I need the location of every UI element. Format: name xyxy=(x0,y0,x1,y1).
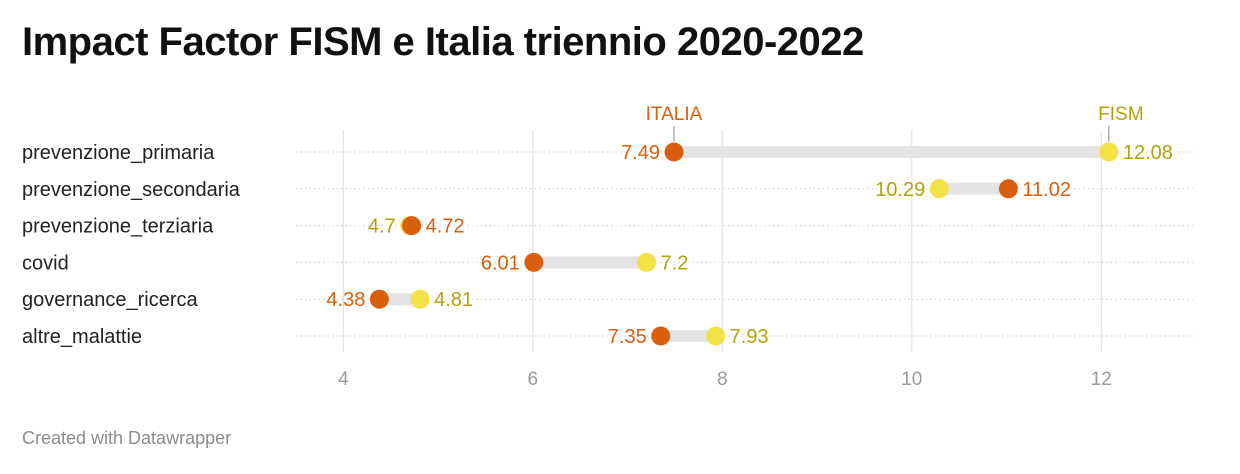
series-label-fism: FISM xyxy=(1098,104,1143,125)
row-label: prevenzione_terziaria xyxy=(22,216,214,238)
series-header-labels: ITALIA FISM xyxy=(646,104,1144,142)
value-label-italia: 6.01 xyxy=(481,252,520,274)
chart-row: covid 6.01 7.2 xyxy=(22,252,688,274)
row-label: prevenzione_secondaria xyxy=(22,179,241,201)
footer-credit: Created with Datawrapper xyxy=(22,428,232,448)
value-label-fism: 4.7 xyxy=(368,216,396,238)
x-tick-label: 8 xyxy=(717,369,728,390)
x-axis-ticks: 4 6 8 10 12 xyxy=(338,369,1112,390)
dot-italia xyxy=(369,289,389,309)
value-label-fism: 12.08 xyxy=(1123,142,1173,164)
value-label-fism: 7.2 xyxy=(661,252,689,274)
x-tick-label: 12 xyxy=(1091,369,1112,390)
dot-fism xyxy=(929,179,949,199)
chart-row: prevenzione_terziaria 4.72 4.7 xyxy=(22,216,465,238)
value-label-fism: 10.29 xyxy=(875,179,925,201)
chart-row: governance_ricerca 4.38 4.81 xyxy=(22,289,473,311)
chart-row: altre_malattie 7.35 7.93 xyxy=(22,326,769,348)
value-label-italia: 7.35 xyxy=(608,326,647,348)
x-tick-label: 4 xyxy=(338,369,349,390)
dot-fism xyxy=(1099,142,1119,162)
row-label: prevenzione_primaria xyxy=(22,142,215,164)
dot-fism xyxy=(637,252,657,272)
grid-layer xyxy=(342,130,1102,352)
value-label-italia: 7.49 xyxy=(621,142,660,164)
value-label-italia: 11.02 xyxy=(1022,179,1071,201)
dot-italia xyxy=(524,252,544,272)
series-label-italia: ITALIA xyxy=(646,104,703,125)
dot-italia xyxy=(664,142,684,162)
dot-range-chart: 4 6 8 10 12 ITALIA FISM prevenzione_primaria 7… xyxy=(22,104,1196,390)
dot-italia xyxy=(998,179,1018,199)
x-tick-label: 10 xyxy=(901,369,922,390)
value-label-fism: 7.93 xyxy=(730,326,769,348)
value-label-italia: 4.72 xyxy=(426,216,465,238)
dot-italia xyxy=(402,216,422,236)
chart-title: Impact Factor FISM e Italia triennio 202… xyxy=(22,20,864,64)
dot-italia xyxy=(651,326,671,346)
dot-fism xyxy=(706,326,726,346)
x-tick-label: 6 xyxy=(528,369,539,390)
row-label: governance_ricerca xyxy=(22,289,199,311)
row-label: altre_malattie xyxy=(22,326,142,348)
row-label: covid xyxy=(22,252,69,274)
value-label-fism: 4.81 xyxy=(434,289,473,311)
chart-rows: prevenzione_primaria 7.49 12.08prevenzione… xyxy=(22,142,1173,348)
dot-fism xyxy=(410,289,430,309)
chart-row: prevenzione_secondaria 11.02 10.29 xyxy=(22,179,1071,201)
value-label-italia: 4.38 xyxy=(326,289,365,311)
chart-row: prevenzione_primaria 7.49 12.08 xyxy=(22,142,1173,164)
